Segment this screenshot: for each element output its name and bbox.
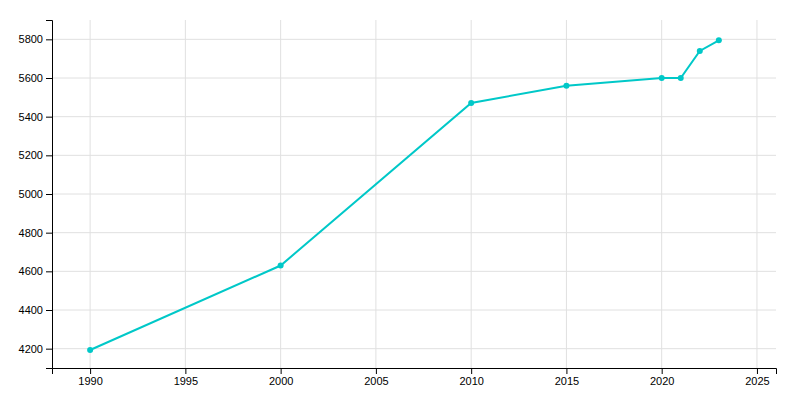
y-tick: 4400 xyxy=(19,304,52,316)
x-tick-mark xyxy=(185,368,186,374)
chart: 1990 1995 2000 2005 2010 2015 2020 2025 4200 4400… xyxy=(0,0,800,400)
y-tick: 5200 xyxy=(19,149,52,161)
y-tick-mark xyxy=(46,117,52,118)
x-tick: 2015 xyxy=(555,368,579,387)
x-tick-mark xyxy=(566,368,567,374)
y-tick-mark xyxy=(46,349,52,350)
y-tick-mark xyxy=(46,39,52,40)
y-tick-mark xyxy=(46,78,52,79)
y-tick: 5800 xyxy=(19,33,52,45)
y-tick: 4200 xyxy=(19,343,52,355)
y-tick-mark xyxy=(46,271,52,272)
x-tick: 2000 xyxy=(269,368,293,387)
y-grid-line xyxy=(52,194,776,195)
x-tick-label: 2005 xyxy=(364,375,388,387)
x-tick-label: 2015 xyxy=(555,375,579,387)
y-grid-line xyxy=(52,348,776,349)
y-tick-mark xyxy=(46,155,52,156)
y-tick-label: 5000 xyxy=(19,188,43,200)
x-tick-mark xyxy=(90,368,91,374)
y-tick-label: 4600 xyxy=(19,265,43,277)
x-tick-mark xyxy=(471,368,472,374)
point xyxy=(87,347,93,353)
grid xyxy=(52,20,776,368)
x-tick-label: 1990 xyxy=(78,375,102,387)
y-tick-label: 4400 xyxy=(19,304,43,316)
x-tick: 1995 xyxy=(174,368,198,387)
x-tick-label: 1995 xyxy=(174,375,198,387)
y-tick-label: 5400 xyxy=(19,111,43,123)
x-axis-line xyxy=(53,369,777,375)
y-grid-line xyxy=(52,116,776,117)
y-tick-label: 5600 xyxy=(19,72,43,84)
y-grid-line xyxy=(52,310,776,311)
y-tick: 4600 xyxy=(19,265,52,277)
x-tick-mark xyxy=(281,368,282,374)
y-tick: 5400 xyxy=(19,111,52,123)
y-tick: 5000 xyxy=(19,188,52,200)
point xyxy=(468,100,474,106)
y-tick-mark xyxy=(46,310,52,311)
plot: 1990 1995 2000 2005 2010 2015 2020 2025 4200 4400… xyxy=(19,20,777,387)
x-tick: 1990 xyxy=(78,368,102,387)
x-tick-label: 2020 xyxy=(650,375,674,387)
x-tick-label: 2010 xyxy=(459,375,483,387)
y-tick: 4800 xyxy=(19,227,52,239)
y-tick-mark xyxy=(46,233,52,234)
point xyxy=(678,75,684,81)
x-tick-label: 2000 xyxy=(269,375,293,387)
y-axis: 4200 4400 4600 4800 5000 5200 5400 5600 5800 xyxy=(19,21,53,369)
x-tick: 2005 xyxy=(364,368,388,387)
y-axis-line xyxy=(46,21,53,369)
marks xyxy=(87,37,722,353)
point xyxy=(697,48,703,54)
line xyxy=(90,40,719,350)
y-grid-line xyxy=(52,271,776,272)
y-tick-label: 5200 xyxy=(19,149,43,161)
point xyxy=(563,83,569,89)
point xyxy=(659,75,665,81)
point xyxy=(716,37,722,43)
x-tick-mark xyxy=(757,368,758,374)
y-tick-mark xyxy=(46,194,52,195)
y-grid-line xyxy=(52,155,776,156)
y-grid-line xyxy=(52,39,776,40)
x-tick: 2025 xyxy=(745,368,769,387)
x-tick-label: 2025 xyxy=(745,375,769,387)
y-tick-label: 4200 xyxy=(19,343,43,355)
point xyxy=(278,263,284,269)
y-tick-label: 4800 xyxy=(19,227,43,239)
x-tick: 2010 xyxy=(459,368,483,387)
x-tick-mark xyxy=(662,368,663,374)
y-grid-line xyxy=(52,232,776,233)
x-axis: 1990 1995 2000 2005 2010 2015 2020 2025 xyxy=(53,368,777,387)
x-tick: 2020 xyxy=(650,368,674,387)
y-tick: 5600 xyxy=(19,72,52,84)
y-tick-label: 5800 xyxy=(19,33,43,45)
x-tick-mark xyxy=(376,368,377,374)
